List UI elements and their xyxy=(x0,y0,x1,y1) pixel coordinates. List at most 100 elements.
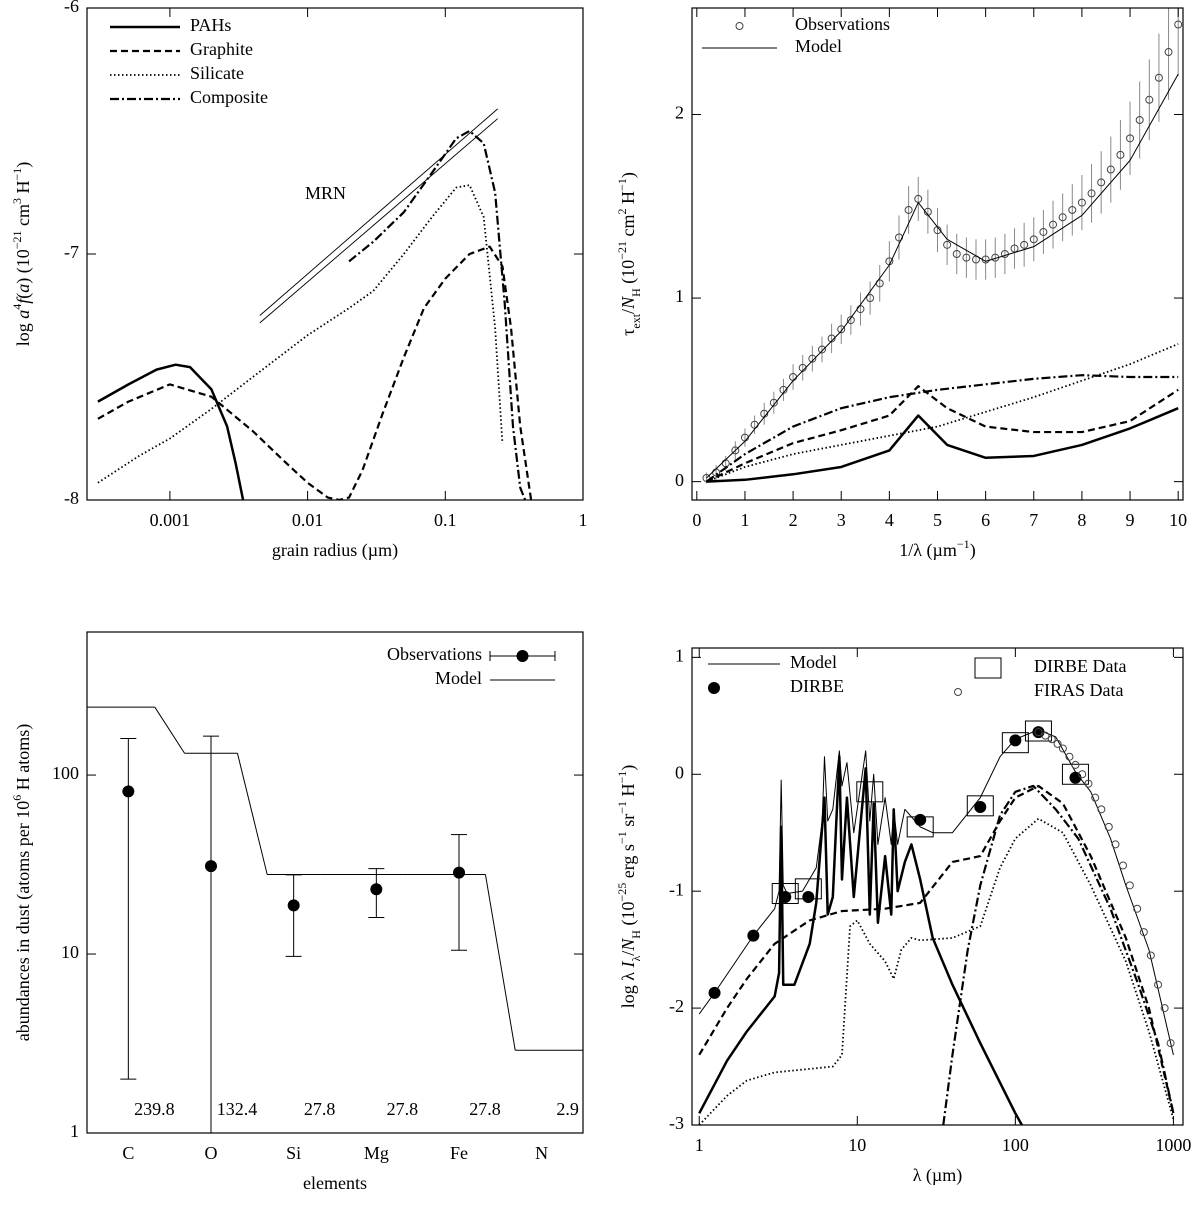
axis-label: λ (µm) xyxy=(913,1165,963,1186)
legend-sample xyxy=(735,22,744,30)
reference-line xyxy=(259,108,498,316)
label-part: 1/λ (µm xyxy=(899,540,957,561)
data-point xyxy=(794,878,822,900)
data-point xyxy=(1034,728,1043,737)
data-point xyxy=(962,253,971,262)
plot-frame xyxy=(691,647,1184,1126)
x-tick-label: N xyxy=(535,1143,548,1163)
label-part: (10 xyxy=(618,260,639,289)
plot-area xyxy=(87,706,583,1133)
step-riser xyxy=(484,874,516,1051)
value-label: 27.8 xyxy=(469,1099,501,1119)
y-tick-label: 1 xyxy=(70,1121,79,1141)
label-part: −1 xyxy=(615,801,629,814)
series-line xyxy=(698,729,1174,1055)
x-tick-label: 7 xyxy=(1029,510,1038,530)
plot-frame xyxy=(691,7,1184,501)
label-part: / xyxy=(618,951,638,956)
axis-label: 1/λ (µm−1) xyxy=(899,537,975,561)
data-point xyxy=(1135,115,1144,124)
data-point xyxy=(837,325,846,334)
y-tick-label: 2 xyxy=(675,103,684,123)
label-part: λ (µm) xyxy=(913,1165,963,1186)
x-tick-label: Mg xyxy=(364,1143,389,1163)
data-point xyxy=(1125,881,1134,890)
label-part: ) (10 xyxy=(13,249,34,284)
error-bar xyxy=(203,735,219,1133)
x-tick-label: 1 xyxy=(579,510,588,530)
y-tick-label: 0 xyxy=(675,762,684,782)
label-part: 3 xyxy=(10,198,24,204)
y-tick-label: -8 xyxy=(64,488,79,508)
label-part: −1 xyxy=(957,537,970,551)
x-tick-label: 5 xyxy=(933,510,942,530)
data-point xyxy=(856,781,884,803)
legend-label: Observations xyxy=(387,644,482,664)
data-point xyxy=(1069,771,1082,784)
x-tick-label: 8 xyxy=(1077,510,1086,530)
data-point xyxy=(827,334,836,343)
step-riser xyxy=(236,753,268,875)
y-tick-label: -7 xyxy=(64,242,79,262)
data-point xyxy=(1058,213,1067,222)
data-point xyxy=(205,860,217,873)
label-part: −1 xyxy=(615,178,629,191)
data-point xyxy=(1164,48,1173,57)
label-part: 2 xyxy=(615,208,629,214)
label-part: H xyxy=(629,288,643,297)
data-point xyxy=(1032,726,1045,739)
label-part: ext xyxy=(629,313,643,328)
series-line xyxy=(705,374,1179,483)
y-tick-label: -1 xyxy=(669,879,684,899)
plot-frame xyxy=(86,631,584,1134)
y-tick-label: 0 xyxy=(675,470,684,490)
data-point xyxy=(1154,980,1163,989)
data-point xyxy=(769,398,778,407)
legend-sample xyxy=(516,650,529,662)
data-point xyxy=(1154,73,1163,82)
data-point xyxy=(1097,178,1106,187)
axis-label: log λ Iλ/NH (10−25 erg s−1 sr−1 H−1) xyxy=(615,765,643,1009)
label-part: −1 xyxy=(615,771,629,784)
y-tick-label: -2 xyxy=(669,996,684,1016)
x-tick-label: 4 xyxy=(885,510,894,530)
data-point xyxy=(1029,235,1038,244)
label-part: H xyxy=(13,180,33,198)
data-point xyxy=(1009,734,1022,747)
data-point xyxy=(802,891,815,904)
label-part: grain radius (µm) xyxy=(272,540,398,561)
error-bar xyxy=(285,874,302,957)
plot-area xyxy=(702,8,1183,484)
series-line xyxy=(97,245,533,500)
x-tick-label: 10 xyxy=(1169,510,1187,530)
x-tick-label: 0.1 xyxy=(434,510,457,530)
data-point xyxy=(1020,240,1029,249)
label-part: log λ xyxy=(618,968,638,1009)
data-point xyxy=(1039,227,1048,236)
x-tick-label: 9 xyxy=(1126,510,1135,530)
data-point xyxy=(708,986,721,999)
series-line xyxy=(706,407,1179,483)
label-part: τ xyxy=(618,329,638,336)
data-point xyxy=(1078,770,1087,779)
legend-label: Observations xyxy=(795,14,890,34)
series-line xyxy=(698,817,1175,1125)
data-point xyxy=(1160,1004,1169,1013)
error-bar xyxy=(451,834,467,951)
series-line xyxy=(97,363,245,500)
label-part: elements xyxy=(303,1173,367,1193)
legend-label: Composite xyxy=(190,87,268,107)
legend-sample xyxy=(708,682,720,694)
legend-sample xyxy=(954,688,962,696)
data-point xyxy=(731,446,740,455)
value-label: 239.8 xyxy=(134,1099,175,1119)
data-point xyxy=(974,801,987,813)
x-tick-label: 2 xyxy=(789,510,798,530)
series-line xyxy=(698,784,1175,1114)
data-point xyxy=(866,294,875,303)
data-point xyxy=(453,866,465,879)
data-point xyxy=(1146,951,1155,960)
x-tick-label: C xyxy=(122,1143,134,1163)
series-line xyxy=(348,129,527,500)
